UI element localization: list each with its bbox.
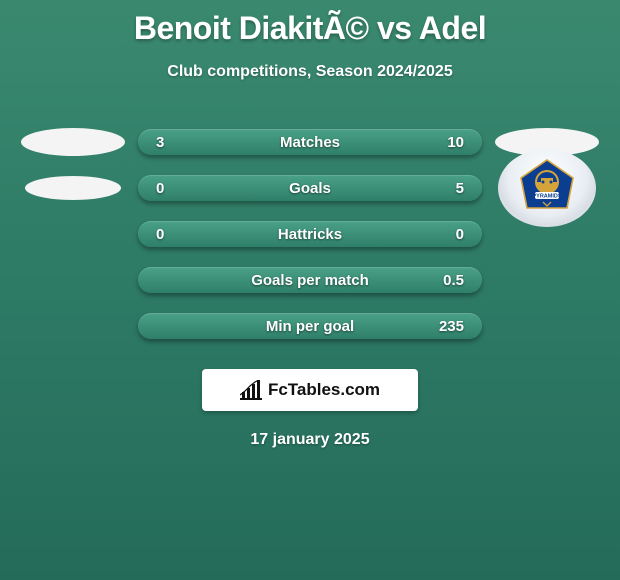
stats-container: 3 Matches 10 0 Goals 5 bbox=[0, 119, 620, 349]
stat-left-value: 3 bbox=[156, 134, 186, 151]
stat-label: Hattricks bbox=[278, 226, 342, 243]
stat-right-value: 0 bbox=[434, 226, 464, 243]
stat-bar-goals-per-match: Goals per match 0.5 bbox=[138, 267, 482, 293]
svg-text:PYRAMIDS: PYRAMIDS bbox=[532, 194, 561, 200]
stat-bar-matches: 3 Matches 10 bbox=[138, 129, 482, 155]
stat-bar-hattricks: 0 Hattricks 0 bbox=[138, 221, 482, 247]
pyramids-logo-icon: PYRAMIDS bbox=[515, 156, 579, 220]
stat-label: Min per goal bbox=[266, 318, 354, 335]
stat-bar-min-per-goal: Min per goal 235 bbox=[138, 313, 482, 339]
brand-badge: FcTables.com bbox=[202, 369, 418, 411]
brand-text: FcTables.com bbox=[268, 380, 380, 400]
stat-label: Goals per match bbox=[251, 272, 369, 289]
left-badge-slot-empty bbox=[18, 214, 128, 254]
stat-left-value: 0 bbox=[156, 226, 186, 243]
right-badge-slot-empty bbox=[492, 260, 602, 300]
stat-row: Goals per match 0.5 bbox=[0, 257, 620, 303]
team-badge-pyramids: PYRAMIDS bbox=[498, 149, 596, 227]
date-label: 17 january 2025 bbox=[0, 431, 620, 449]
stat-right-value: 235 bbox=[434, 318, 464, 335]
team-badge-placeholder bbox=[21, 128, 125, 156]
right-badge-slot-empty bbox=[492, 306, 602, 346]
stat-label: Goals bbox=[289, 180, 331, 197]
left-badge-slot-1 bbox=[18, 122, 128, 162]
stat-right-value: 10 bbox=[434, 134, 464, 151]
left-badge-slot-2 bbox=[18, 168, 128, 208]
left-badge-slot-empty bbox=[18, 306, 128, 346]
stat-row: Min per goal 235 bbox=[0, 303, 620, 349]
bar-chart-icon bbox=[240, 380, 262, 400]
stat-label: Matches bbox=[280, 134, 340, 151]
stat-right-value: 5 bbox=[434, 180, 464, 197]
left-badge-slot-empty bbox=[18, 260, 128, 300]
page-subtitle: Club competitions, Season 2024/2025 bbox=[0, 63, 620, 81]
stat-row: 0 Goals 5 PYRAMIDS bbox=[0, 165, 620, 211]
team-badge-placeholder bbox=[25, 176, 121, 200]
stat-right-value: 0.5 bbox=[434, 272, 464, 289]
page-title: Benoit DiakitÃ© vs Adel bbox=[0, 0, 620, 47]
stat-bar-goals: 0 Goals 5 bbox=[138, 175, 482, 201]
stat-left-value: 0 bbox=[156, 180, 186, 197]
right-badge-slot-2: PYRAMIDS bbox=[492, 168, 602, 208]
